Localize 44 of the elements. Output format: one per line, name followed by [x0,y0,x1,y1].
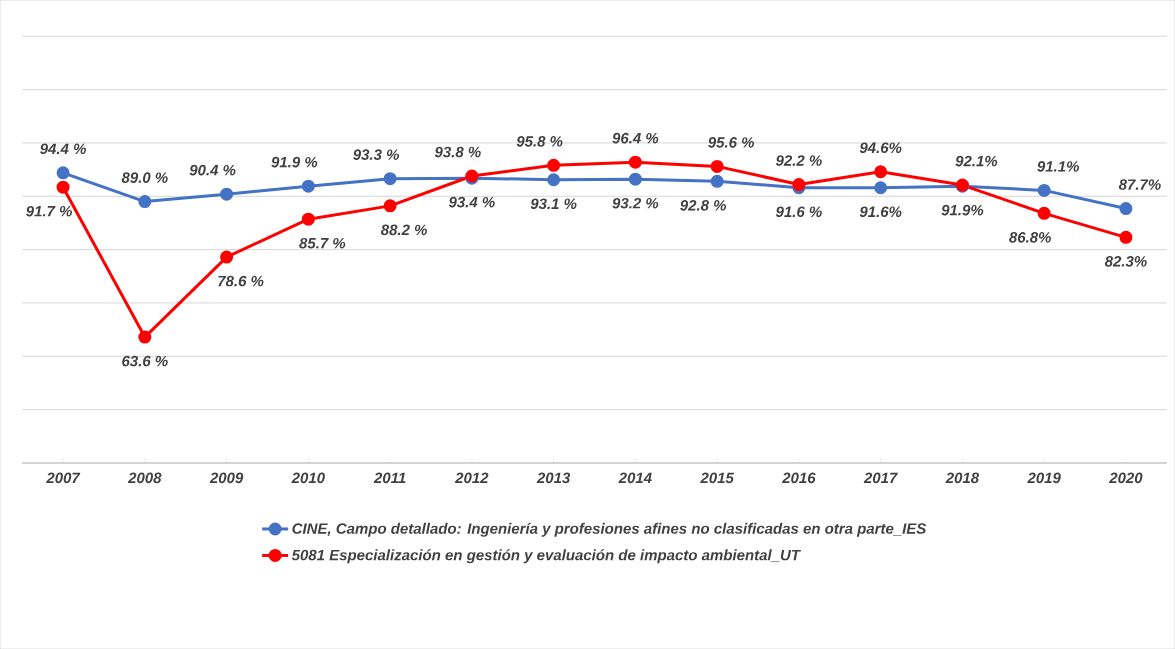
data-label: 94.4 % [40,143,86,155]
data-label: 78.6 % [218,275,264,287]
x-tick-label: 2011 [373,472,406,484]
data-label: 86.8% [1009,231,1051,243]
data-label: 93.4 % [448,196,495,208]
x-tick-label: 2010 [291,472,325,484]
data-label: 91.7 % [26,205,72,217]
data-label: 95.8 % [516,135,563,147]
data-label: 93.3 % [353,149,400,160]
data-label: 91.6% [859,206,902,217]
data-label: 63.6 % [122,355,168,367]
data-label: 90.4 % [189,164,236,176]
data-label: 85.7 % [299,237,346,249]
data-label: 82.3% [1104,255,1147,267]
x-tick-label: 2017 [863,472,898,484]
legend-label: 5081 Especialización en gestión y evaluación de impacto ambiental_UT [291,549,802,564]
data-label: 91.6 % [775,206,822,217]
data-label: 93.8 % [434,146,481,158]
data-label: 91.9% [941,204,984,216]
x-tick-label: 2014 [618,472,652,484]
data-label: 87.7% [1118,179,1161,190]
data-label: 96.4 % [612,132,659,144]
x-tick-label: 2012 [454,472,489,484]
x-tick-label: 2009 [209,472,244,484]
data-label: 95.6 % [708,137,755,148]
data-label: 93.1 % [530,198,577,209]
data-label: 91.9 % [271,156,318,168]
data-label: 89.0 % [121,172,168,183]
x-tick-label: 2019 [1027,472,1061,484]
x-tick-label: 2016 [781,472,816,484]
x-tick-label: 2020 [1109,472,1143,484]
data-label: 88.2 % [380,224,427,236]
x-tick-label: 2015 [700,472,734,484]
x-tick-label: 2013 [536,472,571,484]
legend-label: CINE, Campo detallado: Ingeniería y profesiones afines no clasificadas en otra parte_IES [292,522,927,537]
x-tick-label: 2008 [127,472,162,484]
x-tick-label: 2007 [46,472,81,484]
data-label: 93.2 % [612,197,659,209]
x-tick-label: 2018 [945,472,980,484]
data-label: 92.2 % [775,155,822,166]
data-label: 92.1% [955,155,998,167]
data-label: 91.1% [1037,161,1079,172]
data-label: 92.8 % [680,199,727,211]
data-label: 94.6% [859,142,902,153]
